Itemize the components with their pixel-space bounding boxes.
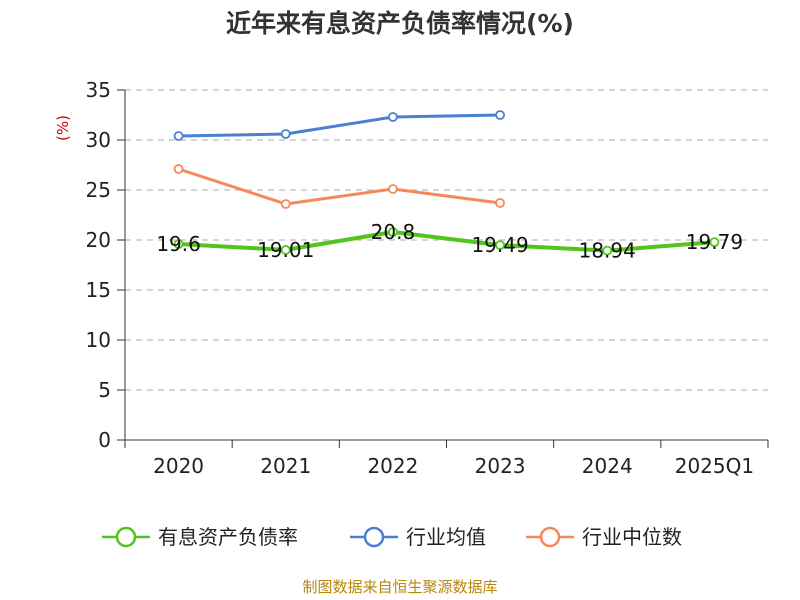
data-point bbox=[388, 184, 398, 194]
legend-label: 行业中位数 bbox=[582, 525, 682, 549]
series-line bbox=[176, 230, 717, 253]
data-point bbox=[495, 198, 505, 208]
chart-title: 近年来有息资产负债率情况(%) bbox=[226, 9, 574, 38]
data-point bbox=[495, 240, 505, 251]
data-point bbox=[388, 227, 398, 237]
data-point bbox=[388, 112, 398, 122]
x-tick-label: 2025Q1 bbox=[675, 454, 754, 478]
y-tick-label: 25 bbox=[86, 178, 111, 202]
data-point bbox=[280, 244, 291, 255]
y-axis-label: (%) bbox=[54, 115, 72, 141]
legend-marker bbox=[115, 526, 137, 548]
series-line bbox=[177, 167, 502, 206]
series-group bbox=[173, 110, 720, 256]
x-tick-label: 2023 bbox=[475, 454, 526, 478]
data-label: 19.49 bbox=[471, 233, 528, 257]
legend-marker bbox=[363, 526, 385, 548]
series-line bbox=[177, 113, 502, 138]
x-tick-label: 2021 bbox=[260, 454, 311, 478]
data-point bbox=[280, 199, 291, 209]
y-tick-label: 5 bbox=[98, 378, 111, 402]
y-tick-label: 30 bbox=[86, 128, 111, 152]
y-tick-label: 20 bbox=[86, 228, 111, 252]
y-tick-label: 15 bbox=[86, 278, 111, 302]
y-tick-label: 10 bbox=[86, 328, 111, 352]
data-label: 18.94 bbox=[579, 239, 636, 263]
legend-marker bbox=[539, 526, 561, 548]
data-label: 19.01 bbox=[257, 238, 314, 262]
source-note: 制图数据来自恒生聚源数据库 bbox=[302, 578, 497, 596]
axes: 0 5 10 15 20 25 30 35 2020 2021 2022 2023 2024 2025Q1 bbox=[86, 78, 769, 478]
legend-label: 有息资产负债率 bbox=[158, 525, 298, 549]
data-point bbox=[173, 131, 184, 141]
data-point bbox=[173, 164, 184, 174]
legend-label: 行业均值 bbox=[406, 525, 486, 549]
data-labels: 19.6 19.01 20.8 19.49 18.94 19.79 bbox=[156, 220, 743, 263]
y-tick-label: 0 bbox=[98, 428, 111, 452]
data-point bbox=[280, 129, 291, 139]
data-point bbox=[709, 237, 720, 248]
data-label: 19.6 bbox=[156, 232, 201, 256]
y-tick-label: 35 bbox=[86, 78, 111, 102]
x-tick-label: 2022 bbox=[367, 454, 418, 478]
legend[interactable]: 有息资产负债率 行业均值 行业中位数 bbox=[102, 525, 682, 549]
x-tick-label: 2024 bbox=[582, 454, 633, 478]
data-point bbox=[602, 245, 613, 256]
x-tick-label: 2020 bbox=[153, 454, 204, 478]
data-point bbox=[495, 110, 505, 120]
data-label: 20.8 bbox=[371, 220, 416, 244]
data-point bbox=[173, 239, 184, 249]
data-label: 19.79 bbox=[686, 230, 743, 254]
